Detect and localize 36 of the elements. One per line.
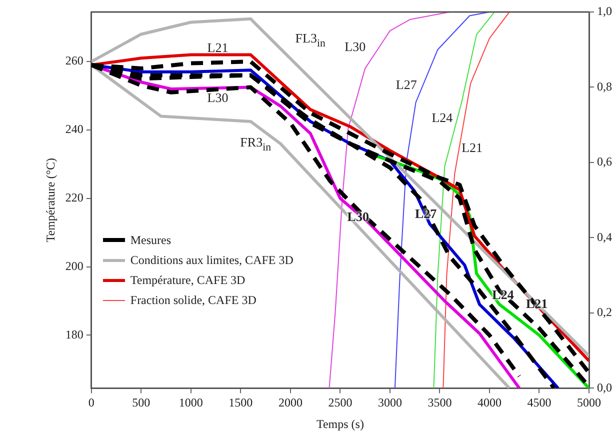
y2-tick-label: 0,2 — [597, 305, 612, 320]
y-tick-label: 260 — [65, 54, 84, 68]
y-tick-label: 220 — [65, 190, 84, 205]
annotation: L21 — [206, 40, 230, 56]
y2-tick-label: 0,8 — [597, 79, 612, 94]
x-tick-label: 5000 — [577, 396, 601, 410]
x-tick-label: 4000 — [477, 396, 502, 410]
legend-label: Fraction solide, CAFE 3D — [130, 292, 256, 310]
x-tick-label: 4500 — [527, 396, 552, 410]
y-axis-title: Température (°C) — [43, 158, 58, 242]
y2-tick-label: 0,0 — [597, 380, 612, 394]
y2-tick-label: 0,6 — [597, 154, 612, 169]
annotation: L24 — [430, 110, 454, 126]
annotation: FL3$_{in}$ — [294, 30, 326, 50]
y-tick-label: 240 — [65, 122, 84, 136]
x-tick-label: 3000 — [378, 396, 402, 410]
y2-tick-label: 1,0 — [597, 4, 612, 18]
legend-label: Conditions aux limites, CAFE 3D — [130, 252, 294, 270]
x-tick-label: 2000 — [278, 396, 302, 410]
x-axis-title: Temps (s) — [316, 416, 364, 431]
y-tick-label: 180 — [65, 327, 84, 342]
x-tick-label: 2500 — [328, 396, 352, 410]
y-tick-label: 200 — [65, 258, 84, 273]
annotation: L30 — [344, 38, 367, 55]
annotation: L27 — [394, 77, 418, 94]
x-tick-label: 1500 — [228, 396, 253, 410]
annotation: FR3$_{in}$ — [239, 134, 272, 153]
x-tick-label: 0 — [88, 396, 94, 410]
legend-label: Température, CAFE 3D — [130, 272, 246, 290]
y2-tick-label: 0,4 — [597, 230, 612, 244]
legend-label: Mesures — [130, 232, 172, 250]
annotation: L30 — [206, 90, 230, 106]
x-tick-label: 1000 — [178, 396, 203, 410]
x-tick-label: 500 — [132, 396, 150, 410]
annotation: L21 — [460, 140, 484, 156]
x-tick-label: 3500 — [428, 396, 452, 410]
